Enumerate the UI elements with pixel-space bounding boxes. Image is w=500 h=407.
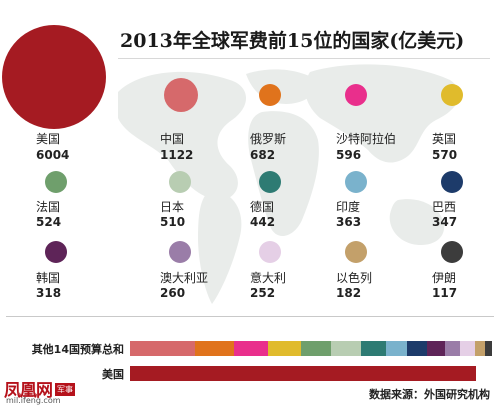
other14-segment-11 [445, 341, 461, 356]
country-value-7: 510 [160, 215, 186, 229]
country-value-15: 117 [432, 286, 458, 300]
logo-url: mil.ifeng.com [6, 396, 61, 405]
bubble-15 [441, 241, 463, 263]
title-underline [118, 58, 490, 59]
logo-text: 凤凰网 [4, 381, 53, 401]
bubble-4 [345, 84, 367, 106]
country-value-3: 682 [250, 148, 276, 162]
other14-bar-label: 其他14国预算总和 [31, 343, 124, 356]
usa-bar [130, 366, 476, 381]
country-name-15: 伊朗 [432, 271, 457, 285]
country-name-7: 日本 [160, 200, 185, 214]
section-divider [6, 316, 494, 317]
country-value-13: 252 [250, 286, 276, 300]
country-value-2: 1122 [160, 148, 194, 162]
other14-segment-1 [130, 341, 195, 356]
other14-segment-8 [386, 341, 407, 356]
bubble-14 [345, 241, 367, 263]
country-name-10: 巴西 [432, 200, 457, 214]
other14-segment-3 [233, 341, 269, 356]
country-name-6: 法国 [36, 200, 61, 214]
country-name-1: 美国 [36, 132, 61, 146]
other14-segment-9 [406, 341, 427, 356]
other14-segment-14 [485, 341, 492, 356]
other14-segment-4 [268, 341, 302, 356]
country-name-4: 沙特阿拉伯 [336, 132, 397, 146]
bubble-7 [169, 171, 191, 193]
bubble-12 [169, 241, 191, 263]
country-name-12: 澳大利亚 [160, 271, 209, 285]
country-value-5: 570 [432, 148, 458, 162]
bubble-9 [345, 171, 367, 193]
bubble-10 [441, 171, 463, 193]
country-value-12: 260 [160, 286, 186, 300]
bubble-2 [164, 78, 198, 112]
country-name-2: 中国 [160, 132, 185, 146]
country-value-11: 318 [36, 286, 62, 300]
bubble-5 [441, 84, 463, 106]
country-value-8: 442 [250, 215, 276, 229]
logo-badge: 军事 [55, 383, 75, 396]
country-value-4: 596 [336, 148, 362, 162]
data-source: 数据来源：外国研究机构 [369, 388, 490, 401]
other14-segment-12 [460, 341, 475, 356]
country-name-9: 印度 [336, 200, 361, 214]
bubble-13 [259, 241, 281, 263]
country-value-9: 363 [336, 215, 362, 229]
usa-bar-label: 美国 [102, 368, 124, 381]
country-name-14: 以色列 [336, 271, 373, 285]
other14-segment-13 [474, 341, 486, 356]
bubble-6 [45, 171, 67, 193]
country-value-10: 347 [432, 215, 458, 229]
country-name-3: 俄罗斯 [250, 132, 287, 146]
other14-segment-7 [360, 341, 387, 356]
country-name-8: 德国 [250, 200, 275, 214]
country-value-14: 182 [336, 286, 362, 300]
country-name-5: 英国 [432, 132, 457, 146]
other14-segment-5 [301, 341, 332, 356]
other14-segment-2 [194, 341, 234, 356]
bubble-1 [2, 25, 106, 129]
country-name-11: 韩国 [36, 271, 61, 285]
chart-title: 2013年全球军费前15位的国家(亿美元) [120, 30, 465, 52]
country-value-6: 524 [36, 215, 62, 229]
country-value-1: 6004 [36, 148, 70, 162]
bubble-11 [45, 241, 67, 263]
bubble-3 [259, 84, 281, 106]
bubble-8 [259, 171, 281, 193]
other14-segment-6 [331, 341, 361, 356]
other14-segment-10 [426, 341, 446, 356]
ifeng-logo: 凤凰网 军事 mil.ifeng.com [4, 376, 75, 405]
country-name-13: 意大利 [250, 271, 287, 285]
